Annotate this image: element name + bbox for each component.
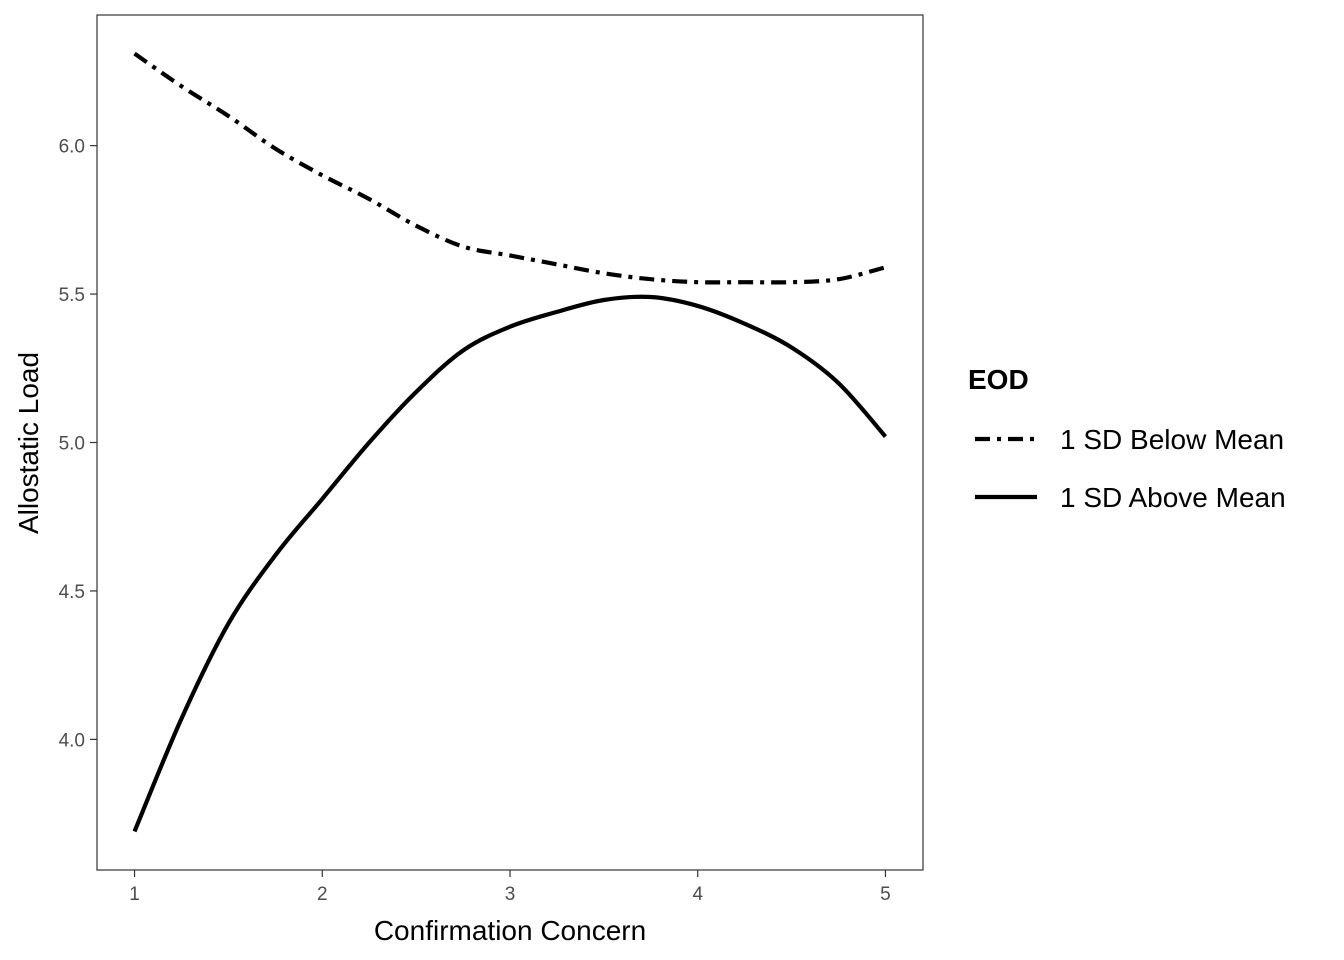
y-axis-title: Allostatic Load [13,352,44,534]
y-tick-label: 6.0 [59,137,85,158]
plot-panel [96,14,924,871]
y-axis: 4.0 4.5 5.0 5.5 6.0 [59,137,97,751]
y-tick-label: 4.0 [59,730,85,751]
legend-title: EOD [968,364,1029,395]
x-tick-label: 5 [880,884,891,905]
x-tick-label: 4 [692,884,703,905]
y-tick-label: 4.5 [59,582,85,603]
x-tick-label: 2 [317,884,328,905]
x-tick-label: 3 [505,884,516,905]
y-tick-label: 5.0 [59,434,85,455]
series-layer [132,51,888,833]
y-tick-label: 5.5 [59,285,85,306]
series-line-above-mean [132,294,888,833]
x-axis-title: Confirmation Concern [374,915,646,946]
legend: EOD 1 SD Below Mean 1 SD Above Mean [968,364,1286,513]
x-axis: 1 2 3 4 5 [129,870,891,905]
legend-label-above-mean: 1 SD Above Mean [1060,482,1286,513]
x-tick-label: 1 [129,884,140,905]
legend-label-below-mean: 1 SD Below Mean [1060,424,1284,455]
series-line-below-mean [133,51,886,285]
